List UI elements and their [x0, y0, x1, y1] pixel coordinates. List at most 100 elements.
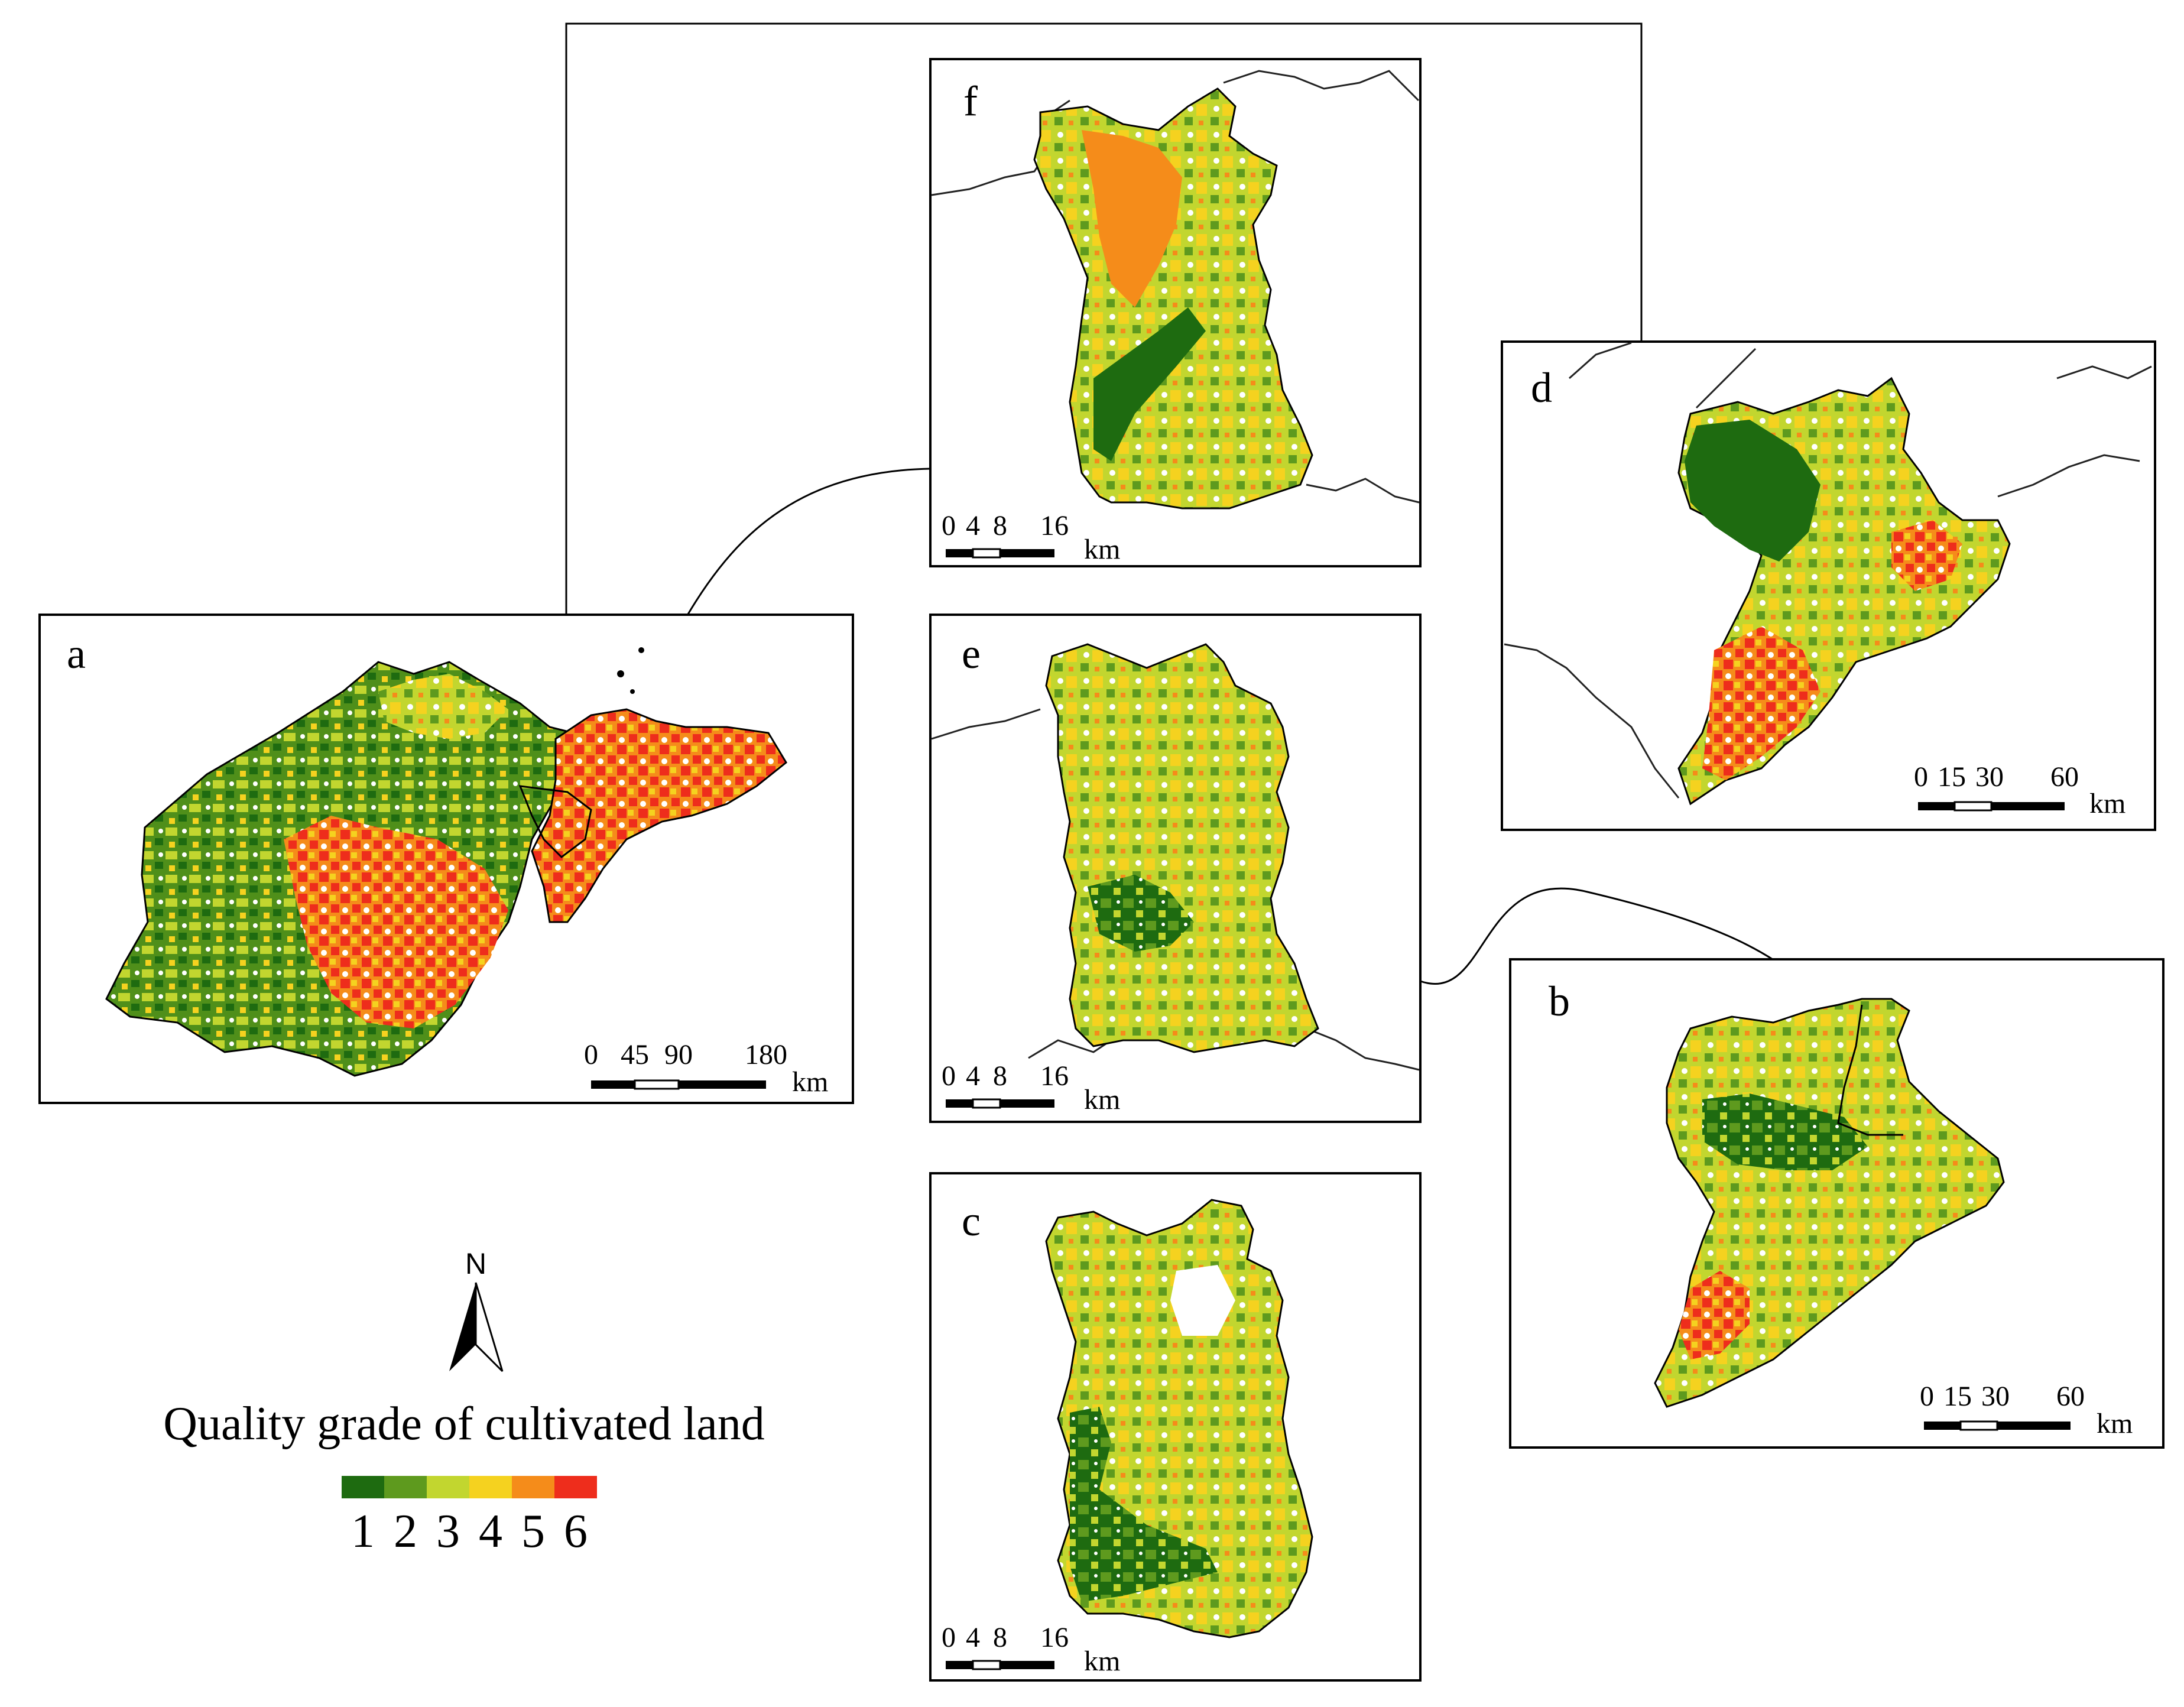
panel-a-central-hotspot	[284, 816, 508, 1028]
panel-a-scale-tick-1: 45	[621, 1039, 649, 1070]
panel-b-scalebar-seg-1	[1924, 1422, 1961, 1430]
panel-c-scalebar: 0 4 8 16 km	[942, 1622, 1120, 1677]
panel-b-green-belt	[1702, 1093, 1868, 1170]
legend-swatch-2	[384, 1476, 427, 1498]
panel-a-north-mix	[378, 674, 508, 739]
panel-a-island-3	[630, 689, 635, 694]
legend-label-4: 4	[479, 1505, 502, 1557]
panel-a-island-2	[638, 647, 644, 653]
panel-f: f 0 4 8 16 km	[929, 58, 1422, 567]
panel-e-scale-tick-0: 0	[942, 1060, 956, 1092]
panel-d-scalebar-seg-3	[1991, 802, 2065, 810]
panel-f-scalebar-seg-3	[1000, 549, 1054, 557]
panel-c-scalebar-seg-2	[972, 1660, 1001, 1670]
panel-d-scale-tick-2: 30	[1975, 761, 2004, 793]
panel-f-green-strip	[1093, 307, 1206, 461]
panel-f-scale-tick-2: 8	[993, 510, 1007, 541]
panel-f-hot-zone	[1082, 130, 1182, 307]
panel-a-islands	[617, 670, 624, 677]
legend-swatch-4	[469, 1476, 512, 1498]
panel-c-scale-tick-3: 16	[1040, 1622, 1069, 1653]
panel-f-scale-tick-0: 0	[942, 510, 956, 541]
panel-d-scalebar-seg-1	[1918, 802, 1955, 810]
panel-a-map	[105, 647, 787, 1077]
panel-f-scale-tick-3: 16	[1040, 510, 1069, 541]
panel-b: b 0 15 30 60 km	[1509, 958, 2164, 1449]
panel-c-scalebar-seg-1	[946, 1661, 973, 1669]
panel-e-scalebar-seg-3	[1000, 1099, 1054, 1108]
panel-e-letter: e	[962, 630, 981, 677]
panel-b-scalebar: 0 15 30 60 km	[1920, 1381, 2133, 1439]
panel-c-letter: c	[962, 1198, 981, 1245]
panel-a-scalebar-seg-1	[591, 1080, 635, 1089]
panel-d-scale-tick-1: 15	[1938, 761, 1966, 793]
panel-c-scalebar-seg-3	[1000, 1661, 1054, 1669]
panel-c-scale-tick-2: 8	[993, 1622, 1007, 1653]
panel-e-map	[1045, 643, 1319, 1053]
panel-e-boundaries	[931, 708, 1420, 1071]
panel-e-scale-tick-1: 4	[966, 1060, 980, 1092]
panel-e-scale-unit: km	[1084, 1084, 1120, 1115]
panel-d-hot-south	[1702, 627, 1820, 780]
panel-f-letter: f	[963, 77, 978, 125]
legend-swatch-1	[342, 1476, 384, 1498]
panel-c-scale-tick-0: 0	[942, 1622, 956, 1653]
legend-label-5: 5	[521, 1505, 545, 1557]
legend-label-6: 6	[564, 1505, 588, 1557]
panel-b-inner-boundary	[1837, 1004, 1903, 1136]
panel-c-green-strip	[1070, 1407, 1218, 1602]
panel-d-scalebar-seg-2	[1953, 801, 1992, 812]
panel-d-scale-unit: km	[2089, 788, 2125, 819]
panel-e-scalebar-seg-1	[946, 1099, 973, 1108]
panel-a-letter: a	[67, 630, 86, 677]
panel-b-letter: b	[1549, 978, 1570, 1025]
panel-e: e 0 4 8 16 km	[929, 614, 1422, 1123]
panel-a-scale-unit: km	[792, 1066, 828, 1098]
panel-e-scalebar-seg-2	[972, 1098, 1001, 1109]
north-arrow-icon	[449, 1283, 476, 1371]
panel-e-green-patches	[1088, 875, 1194, 952]
panel-b-scalebar-seg-3	[1997, 1422, 2071, 1430]
connector-a-to-f-frame	[565, 22, 1643, 618]
panel-d: d 0 15 30 60 km	[1501, 340, 2156, 831]
panel-a: a 0 45 90 180 km	[38, 614, 854, 1104]
panel-b-scale-unit: km	[2097, 1408, 2133, 1439]
panel-b-scale-tick-2: 30	[1981, 1381, 2010, 1412]
panel-a-scale-tick-2: 90	[664, 1039, 693, 1070]
panel-d-hot-east	[1891, 520, 1962, 591]
panel-b-scalebar-seg-2	[1959, 1420, 1998, 1431]
panel-b-hot-south	[1679, 1271, 1750, 1359]
legend-swatch-5	[512, 1476, 554, 1498]
panel-f-scalebar: 0 4 8 16 km	[942, 510, 1120, 565]
panel-d-scale-tick-0: 0	[1914, 761, 1928, 793]
panel-f-scale-unit: km	[1084, 534, 1120, 565]
panel-d-scale-tick-3: 60	[2050, 761, 2079, 793]
legend-label-2: 2	[394, 1505, 417, 1557]
panel-d-dark-green	[1685, 420, 1820, 562]
panel-a-scalebar-seg-2	[634, 1079, 680, 1090]
legend-swatches	[342, 1476, 597, 1498]
panel-e-scale-tick-2: 8	[993, 1060, 1007, 1092]
panel-a-scalebar: 0 45 90 180 km	[584, 1039, 828, 1098]
panel-c-scale-tick-1: 4	[966, 1622, 980, 1653]
panel-a-outline-sub	[518, 785, 592, 858]
north-arrow-letter: N	[465, 1247, 486, 1280]
panel-a-scalebar-seg-3	[679, 1080, 766, 1089]
panel-c-blank-zone	[1170, 1265, 1235, 1336]
panel-e-scale-tick-3: 16	[1040, 1060, 1069, 1092]
panel-e-scalebar: 0 4 8 16 km	[942, 1060, 1120, 1115]
panel-d-scalebar: 0 15 30 60 km	[1914, 761, 2125, 819]
panel-c-scale-unit: km	[1084, 1646, 1120, 1677]
north-arrow: N	[449, 1247, 504, 1372]
legend-title: Quality grade of cultivated land	[163, 1398, 764, 1450]
panel-f-scale-tick-1: 4	[966, 510, 980, 541]
panel-b-scale-tick-0: 0	[1920, 1381, 1934, 1412]
panel-b-scale-tick-1: 15	[1943, 1381, 1972, 1412]
north-arrow-icon-right	[475, 1282, 504, 1372]
legend-label-1: 1	[351, 1505, 375, 1557]
panel-b-scale-tick-3: 60	[2056, 1381, 2085, 1412]
panel-a-scale-tick-0: 0	[584, 1039, 598, 1070]
